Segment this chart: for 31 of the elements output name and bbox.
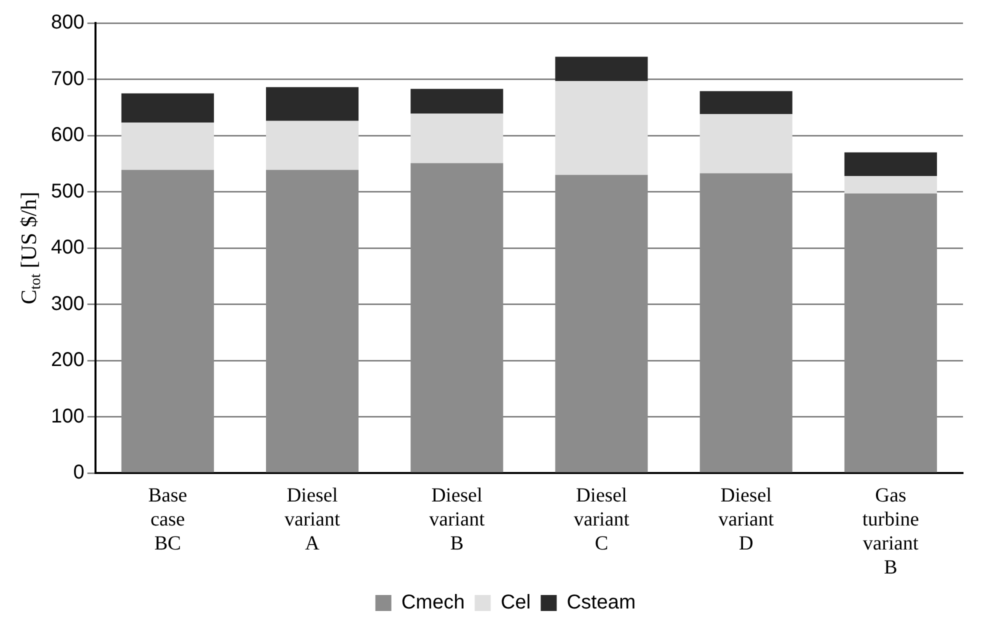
legend-label: Cel [500, 592, 531, 614]
bar [844, 152, 937, 176]
bar [121, 122, 214, 170]
x-tick-label: Diesel variant A [284, 484, 340, 554]
x-tick-label: Diesel variant D [718, 484, 774, 554]
legend-label: Csteam [566, 592, 636, 614]
bar [121, 93, 214, 123]
bar [555, 80, 648, 175]
x-tick-label: Base case BC [148, 484, 188, 554]
y-tick-label: 0 [73, 462, 84, 484]
y-tick-label: 100 [50, 405, 84, 428]
x-tick-label: Gas turbine variant B [862, 484, 920, 578]
y-tick-label: 300 [50, 292, 84, 315]
bar [555, 56, 648, 81]
bar [700, 114, 792, 174]
bar [844, 176, 937, 194]
bar [266, 87, 359, 121]
bar [410, 88, 504, 114]
y-axis-title: Ctot [US $/h] [16, 192, 44, 304]
legend-label: Cmech [401, 592, 465, 614]
x-tick-label: Diesel variant C [574, 484, 630, 554]
y-tick-label: 700 [50, 68, 84, 90]
y-tick-label: 600 [50, 124, 84, 146]
x-tick-label: Diesel variant B [429, 484, 486, 554]
bar [266, 120, 359, 170]
y-tick-label: 200 [50, 349, 84, 372]
y-tick-label: 500 [50, 180, 84, 202]
bar [700, 91, 792, 114]
y-tick-label: 800 [50, 12, 84, 34]
bar [410, 114, 504, 164]
y-tick-label: 400 [50, 236, 84, 259]
